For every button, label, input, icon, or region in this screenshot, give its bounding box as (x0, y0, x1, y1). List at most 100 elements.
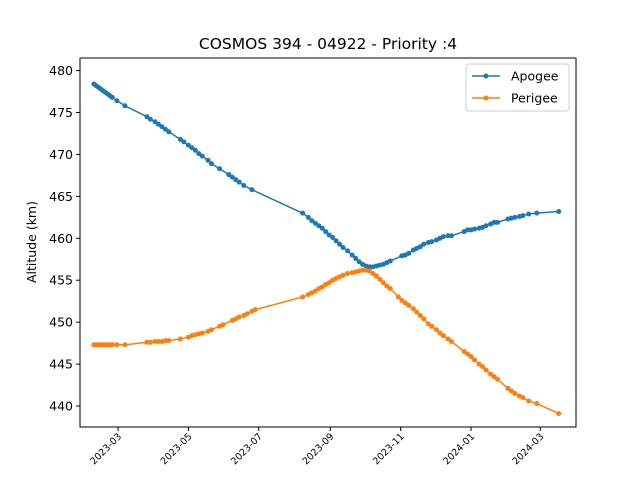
data-point-perigee (448, 338, 454, 344)
data-point-apogee (319, 225, 325, 231)
data-point-perigee (421, 316, 427, 322)
data-point-apogee (226, 172, 232, 178)
data-point-apogee (316, 223, 322, 229)
data-point-perigee (109, 342, 115, 348)
data-point-apogee (471, 226, 477, 232)
data-point-apogee (196, 151, 202, 157)
data-point-perigee (437, 330, 443, 336)
data-point-apogee (159, 124, 165, 130)
data-point-apogee (340, 245, 346, 251)
data-point-perigee (166, 338, 172, 344)
data-point-perigee (476, 361, 482, 367)
data-point-perigee (384, 283, 390, 289)
legend-label-perigee: Perigee (511, 91, 558, 106)
data-point-apogee (155, 121, 161, 127)
data-point-perigee (488, 371, 494, 377)
data-point-apogee (349, 252, 355, 258)
data-point-apogee (337, 241, 343, 247)
data-point-apogee (309, 218, 315, 224)
data-point-apogee (333, 238, 339, 244)
data-point-apogee (534, 210, 540, 216)
data-point-apogee (387, 258, 393, 264)
data-point-apogee (483, 223, 489, 229)
data-point-apogee (205, 157, 211, 163)
data-point-apogee (192, 147, 198, 153)
data-point-apogee (166, 129, 172, 135)
data-point-perigee (480, 364, 486, 370)
data-point-perigee (508, 388, 514, 394)
y-axis: 440 445 450 455 460 465 470 475 480 (49, 63, 80, 414)
y-tick-label: 440 (49, 399, 73, 414)
data-point-perigee (495, 376, 501, 382)
data-point-perigee (300, 294, 306, 300)
data-point-perigee (377, 276, 383, 282)
data-point-perigee (122, 342, 128, 348)
data-point-perigee (461, 349, 467, 355)
data-point-perigee (440, 333, 446, 339)
y-tick-label: 455 (49, 273, 73, 288)
legend-label-apogee: Apogee (511, 69, 559, 84)
data-point-apogee (241, 182, 247, 188)
plot-series (91, 81, 562, 417)
data-point-perigee (155, 338, 161, 344)
data-point-apogee (353, 255, 359, 261)
data-point-perigee (244, 311, 250, 317)
data-point-apogee (323, 229, 329, 235)
data-point-perigee (433, 327, 439, 333)
data-point-perigee (236, 314, 242, 320)
data-point-apogee (556, 208, 562, 214)
data-point-apogee (421, 241, 427, 247)
data-point-apogee (177, 136, 183, 142)
data-point-perigee (114, 342, 120, 348)
data-point-perigee (402, 300, 408, 306)
data-point-perigee (445, 336, 451, 342)
data-point-perigee (406, 302, 412, 308)
data-point-apogee (114, 98, 120, 104)
y-tick-label: 470 (49, 147, 73, 162)
data-point-perigee (373, 273, 379, 279)
data-point-perigee (345, 271, 351, 277)
data-point-perigee (471, 357, 477, 363)
data-point-apogee (491, 219, 497, 225)
data-point-perigee (144, 339, 150, 345)
data-point-apogee (229, 174, 235, 180)
data-point-perigee (252, 307, 258, 313)
data-point-apogee (236, 179, 242, 185)
chart-title: COSMOS 394 - 04922 - Priority :4 (199, 35, 457, 53)
data-point-apogee (199, 153, 205, 159)
data-point-apogee (520, 213, 526, 219)
data-point-perigee (367, 268, 373, 274)
data-point-perigee (220, 322, 226, 328)
data-point-apogee (326, 232, 332, 238)
data-point-apogee (189, 145, 195, 151)
data-point-apogee (345, 248, 351, 254)
y-tick-label: 445 (49, 357, 73, 372)
data-point-perigee (147, 339, 153, 345)
data-point-perigee (370, 271, 376, 277)
data-point-apogee (526, 211, 532, 217)
data-point-apogee (512, 214, 518, 220)
data-point-perigee (360, 267, 366, 273)
data-point-perigee (512, 390, 518, 396)
data-point-apogee (367, 264, 373, 270)
data-point-perigee (429, 323, 435, 329)
data-point-apogee (144, 114, 150, 120)
data-point-apogee (305, 214, 311, 220)
legend: Apogee Perigee (465, 63, 570, 112)
data-point-apogee (181, 139, 187, 145)
y-tick-label: 480 (49, 63, 73, 78)
data-point-perigee (468, 354, 474, 360)
data-point-perigee (425, 321, 431, 327)
data-point-apogee (448, 233, 454, 239)
data-point-perigee (410, 306, 416, 312)
data-point-perigee (491, 374, 497, 380)
legend-marker-apogee (483, 73, 489, 79)
data-point-apogee (330, 234, 336, 240)
data-point-perigee (152, 338, 158, 344)
data-point-perigee (387, 286, 393, 292)
data-point-apogee (217, 166, 223, 172)
y-tick-label: 460 (49, 231, 73, 246)
data-point-perigee (319, 284, 325, 290)
data-point-apogee (495, 219, 501, 225)
